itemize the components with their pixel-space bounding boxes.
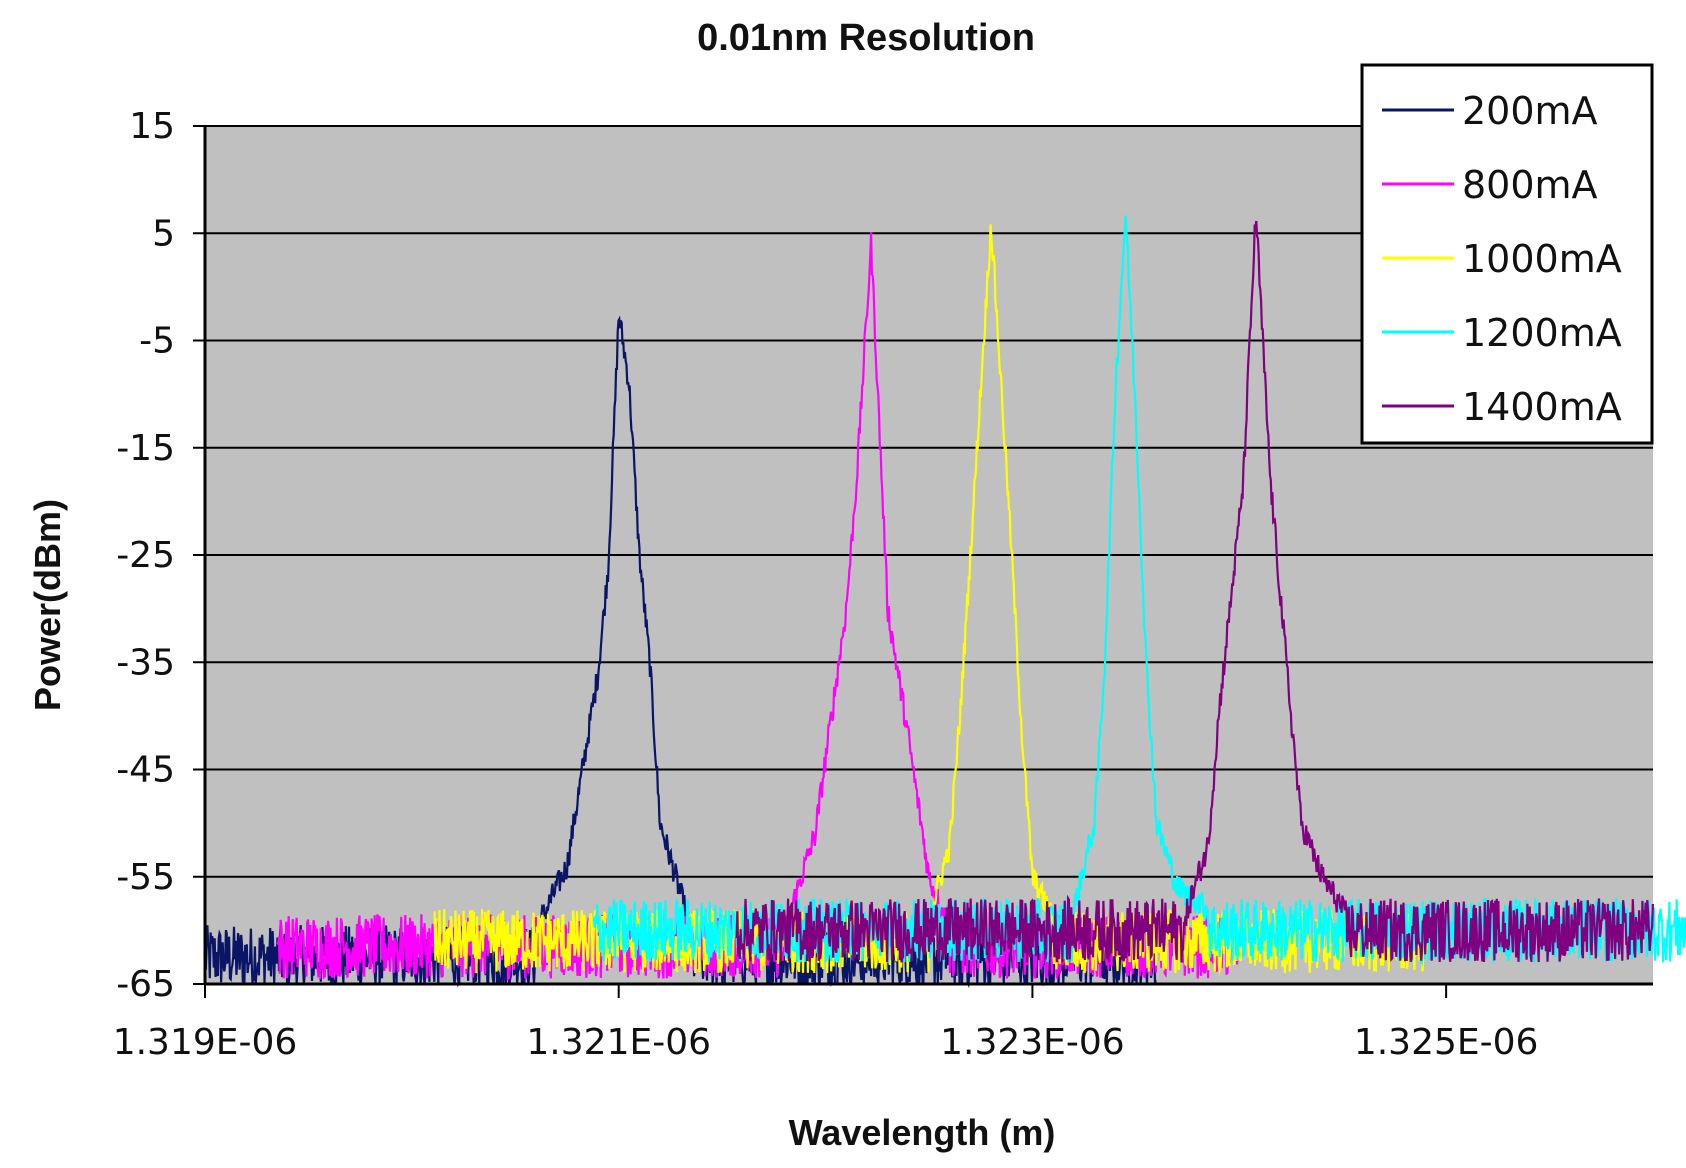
- y-tick-label: 5: [152, 213, 175, 254]
- x-tick-label: 1.323E-06: [940, 1022, 1125, 1063]
- legend-label: 800mA: [1462, 163, 1598, 207]
- y-tick-label: -65: [116, 964, 175, 1005]
- series-1000mA: [433, 224, 1437, 975]
- series-group: [203, 215, 1686, 989]
- series-line: [735, 220, 1654, 963]
- legend: 200mA 800mA 1000mA 1200mA 1400mA: [1360, 63, 1654, 445]
- x-tick-label: 1.325E-06: [1354, 1022, 1539, 1063]
- y-tick-label: -45: [116, 750, 175, 791]
- y-tick-label: -25: [116, 535, 175, 576]
- y-tick-label: -5: [139, 321, 175, 362]
- x-tick-label: 1.319E-06: [113, 1022, 298, 1063]
- y-tick-label: -35: [116, 642, 175, 683]
- y-axis-ticks: 15 5 -5 -15 -25 -35 -45 -55 -65: [116, 106, 205, 1005]
- legend-label: 200mA: [1462, 89, 1598, 133]
- x-axis-ticks: 1.319E-06 1.321E-06 1.323E-06 1.325E-06: [113, 984, 1539, 1063]
- y-tick-label: 15: [129, 106, 175, 147]
- legend-box: [1360, 63, 1654, 445]
- series-line: [433, 224, 1437, 975]
- x-tick-label: 1.321E-06: [526, 1022, 711, 1063]
- legend-label: 1200mA: [1462, 311, 1622, 355]
- legend-label: 1400mA: [1462, 385, 1622, 429]
- y-axis-title: Power(dBm): [27, 499, 68, 711]
- x-axis-title: Wavelength (m): [789, 1112, 1056, 1153]
- series-1400mA: [735, 220, 1654, 963]
- chart-title: 0.01nm Resolution: [697, 17, 1035, 59]
- gridlines: [205, 125, 1653, 878]
- y-tick-label: -55: [116, 857, 175, 898]
- y-tick-label: -15: [116, 428, 175, 469]
- legend-label: 1000mA: [1462, 237, 1622, 281]
